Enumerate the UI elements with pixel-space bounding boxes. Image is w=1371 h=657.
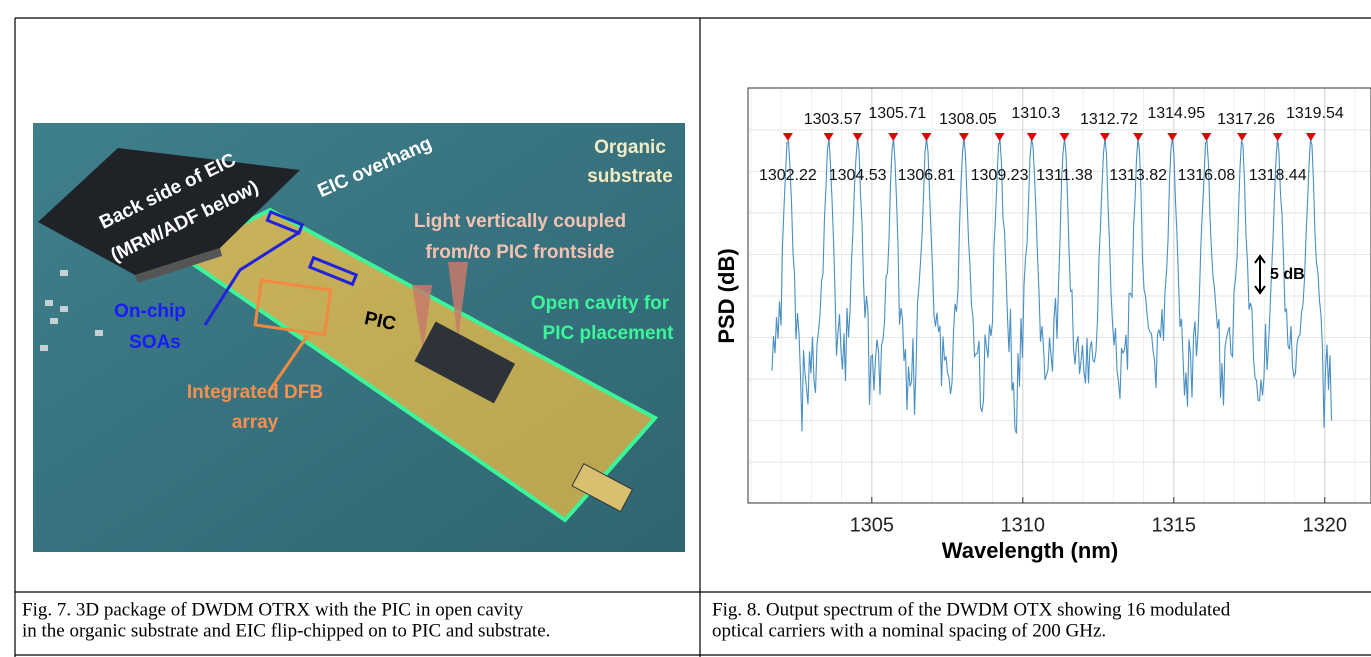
peak-marker [888, 133, 899, 141]
x-tick-label: 1305 [850, 514, 895, 536]
photo-label: Open cavity for [531, 293, 670, 314]
photo-label: Organic [594, 137, 666, 158]
peak-marker [1305, 133, 1316, 141]
table-borders [14, 17, 1371, 657]
peak-label: 1314.95 [1147, 105, 1205, 122]
photo-label: PIC placement [543, 323, 675, 344]
peak-label: 1305.71 [868, 105, 926, 122]
peak-marker [1133, 133, 1144, 141]
peak-label: 1306.81 [898, 167, 956, 184]
caption: Fig. 8. Output spectrum of the DWDM OTX … [712, 599, 1231, 620]
peak-label: 1316.08 [1177, 167, 1235, 184]
peak-marker [852, 133, 863, 141]
peak-marker [1167, 133, 1178, 141]
peak-marker [1272, 133, 1283, 141]
photo-label: from/to PIC frontside [426, 242, 615, 263]
peak-marker [994, 133, 1005, 141]
caption: in the organic substrate and EIC flip-ch… [22, 620, 550, 641]
peak-marker [1026, 133, 1037, 141]
photo-label: Light vertically coupled [414, 211, 626, 232]
peak-label: 1303.57 [804, 111, 862, 128]
x-tick-label: 1315 [1152, 514, 1197, 536]
annotation: 5 dB [1270, 266, 1305, 283]
peak-label: 1313.82 [1109, 167, 1167, 184]
peak-label: 1302.22 [759, 167, 817, 184]
peak-marker [958, 133, 969, 141]
peak-label: 1311.38 [1036, 167, 1093, 184]
scale-arrow [1254, 254, 1266, 295]
photo-label: SOAs [129, 332, 181, 353]
peak-marker [1237, 133, 1248, 141]
peak-label: 1310.3 [1011, 105, 1060, 122]
photo-label: substrate [587, 166, 673, 187]
peak-label: 1308.05 [939, 111, 997, 128]
peak-label: 1312.72 [1080, 111, 1138, 128]
package-photo [33, 123, 685, 552]
photo-label: On-chip [114, 301, 186, 322]
peak-marker [823, 133, 834, 141]
peak-label: 1309.23 [971, 167, 1029, 184]
peak-label: 1319.54 [1286, 105, 1344, 122]
peak-label: 1317.26 [1217, 111, 1275, 128]
x-tick-label: 1310 [1001, 514, 1046, 536]
caption: Fig. 7. 3D package of DWDM OTRX with the… [22, 599, 524, 620]
peak-label: 1318.44 [1249, 167, 1307, 184]
y-axis-label: PSD (dB) [714, 248, 739, 343]
photo-label: array [232, 412, 279, 433]
peak-marker [1059, 133, 1070, 141]
peak-marker [1201, 133, 1212, 141]
photo-label: Integrated DFB [187, 382, 323, 403]
peak-marker [921, 133, 932, 141]
x-tick-label: 1320 [1303, 514, 1348, 536]
peak-label: 1304.53 [829, 167, 887, 184]
peak-marker [1099, 133, 1110, 141]
plot-frame [747, 87, 1371, 504]
caption: optical carriers with a nominal spacing … [712, 620, 1106, 641]
x-axis-label: Wavelength (nm) [942, 538, 1118, 563]
peak-marker [782, 133, 793, 141]
spectrum-trace [771, 137, 1333, 434]
